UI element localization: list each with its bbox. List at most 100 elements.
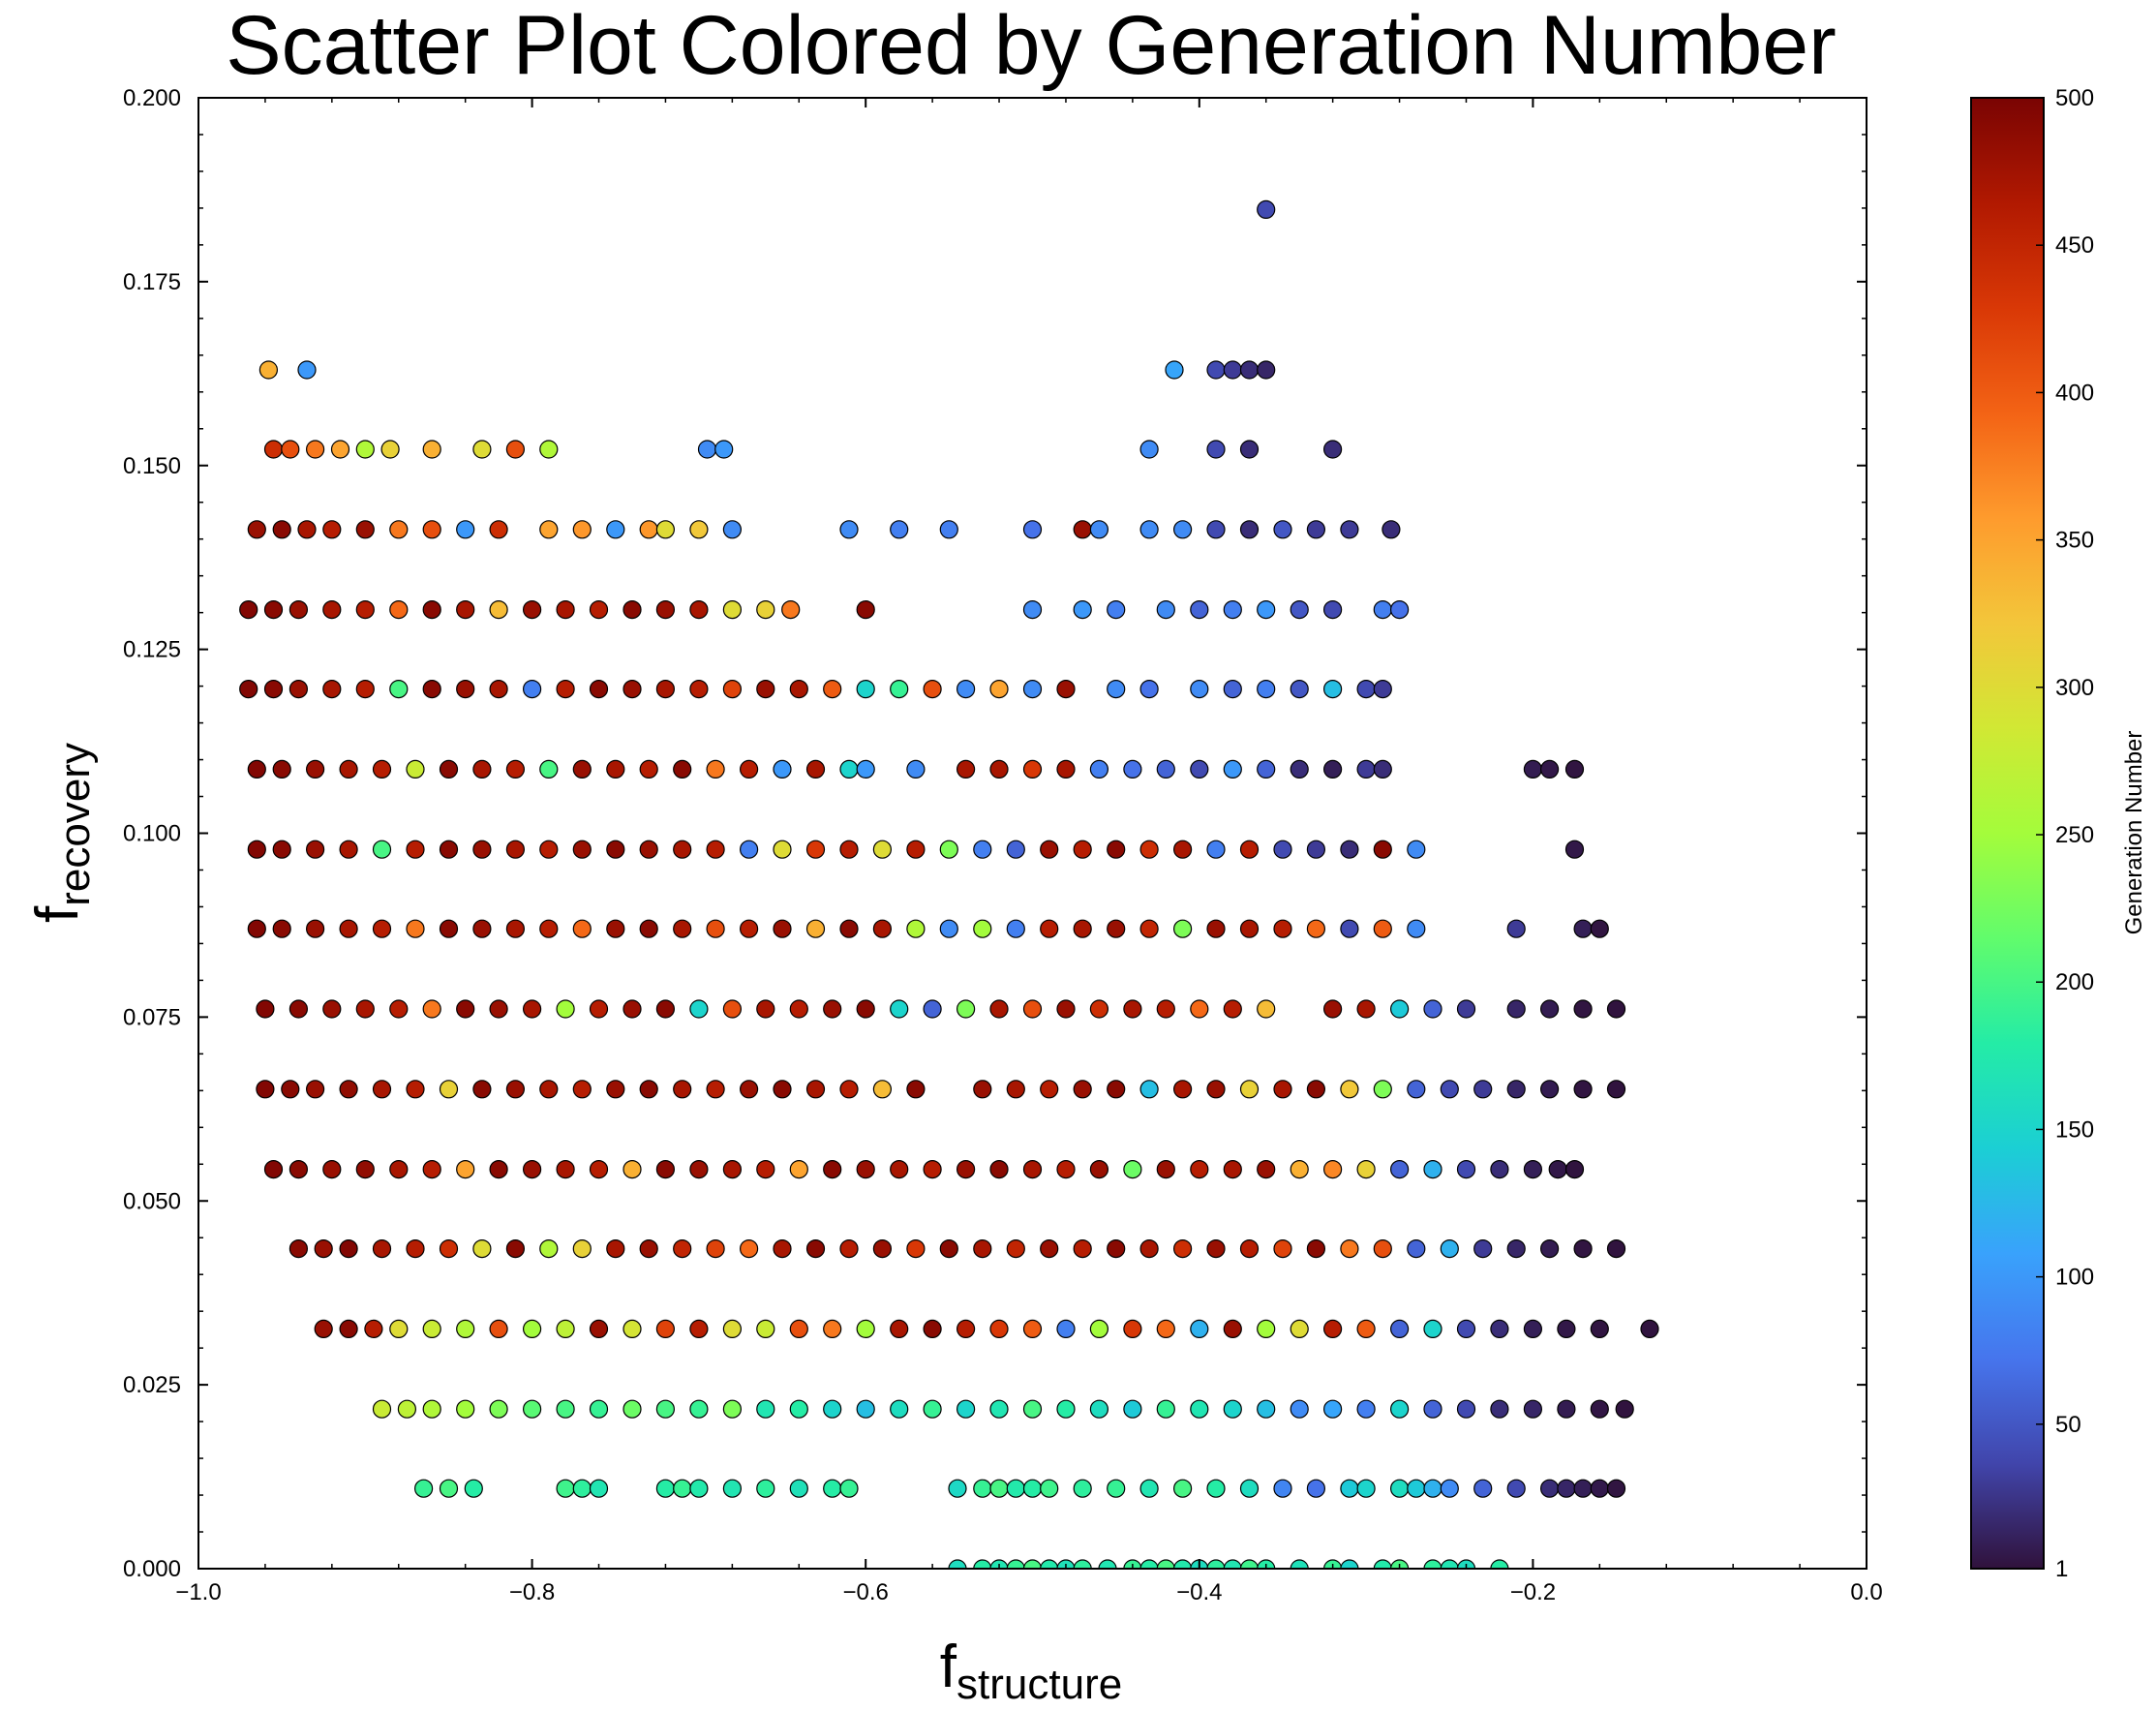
data-point xyxy=(839,840,859,859)
data-point xyxy=(739,919,759,938)
data-point xyxy=(639,759,658,779)
data-point xyxy=(1340,1559,1359,1569)
data-point xyxy=(839,1479,859,1498)
data-point xyxy=(1423,1479,1442,1498)
data-point xyxy=(1490,1559,1509,1569)
data-point xyxy=(623,999,642,1019)
data-point xyxy=(1506,1080,1526,1099)
data-point xyxy=(456,1399,475,1419)
data-point xyxy=(856,679,875,699)
data-point xyxy=(789,1399,808,1419)
data-point xyxy=(364,1319,383,1339)
data-point xyxy=(1490,1319,1509,1339)
data-point xyxy=(1456,1159,1476,1179)
data-point xyxy=(372,759,392,779)
colorbar-label: Generation Number xyxy=(2121,731,2147,935)
data-point xyxy=(1107,840,1126,859)
data-point xyxy=(1273,520,1292,539)
data-point xyxy=(714,440,734,459)
data-point xyxy=(306,759,325,779)
data-point xyxy=(472,1080,492,1099)
data-point xyxy=(1590,1319,1609,1339)
data-point xyxy=(414,1479,434,1498)
data-point xyxy=(789,679,808,699)
data-point xyxy=(472,919,492,938)
data-point xyxy=(314,1319,333,1339)
data-point xyxy=(948,1479,967,1498)
data-point xyxy=(890,1319,909,1339)
data-point xyxy=(539,919,559,938)
data-point xyxy=(1139,1559,1159,1569)
data-point xyxy=(406,759,425,779)
data-point xyxy=(1407,1238,1426,1259)
data-point xyxy=(372,919,392,938)
data-point xyxy=(522,1399,542,1419)
data-point xyxy=(805,1238,826,1259)
plot-area xyxy=(198,98,1867,1569)
data-point xyxy=(823,1399,842,1419)
data-point xyxy=(1173,1559,1193,1569)
data-point xyxy=(689,1159,709,1179)
data-point xyxy=(989,1399,1009,1419)
data-point xyxy=(456,679,475,699)
data-point xyxy=(589,999,609,1019)
data-point xyxy=(456,520,475,539)
data-point xyxy=(1156,1159,1175,1179)
data-point xyxy=(1073,1479,1092,1498)
data-point xyxy=(1239,440,1260,459)
data-point xyxy=(722,679,743,699)
data-point xyxy=(247,840,266,859)
data-point xyxy=(1490,1159,1509,1179)
x-axis-label: fstructure xyxy=(940,1634,1122,1708)
data-point xyxy=(406,1238,425,1259)
data-point xyxy=(890,1159,909,1179)
data-point xyxy=(422,440,441,459)
data-point xyxy=(1123,999,1142,1019)
data-point xyxy=(956,1399,976,1419)
data-point xyxy=(906,1080,926,1099)
data-point xyxy=(956,679,976,699)
data-point xyxy=(1223,1559,1242,1569)
data-point xyxy=(522,1159,542,1179)
data-point xyxy=(1389,599,1410,620)
data-point xyxy=(1548,1159,1567,1179)
data-point xyxy=(389,599,409,620)
data-point xyxy=(422,1159,441,1179)
data-point xyxy=(1206,840,1226,859)
data-point xyxy=(1040,1479,1059,1498)
data-point xyxy=(989,999,1009,1019)
data-point xyxy=(606,840,625,859)
data-point xyxy=(1440,1080,1459,1099)
data-point xyxy=(1456,1319,1476,1339)
data-point xyxy=(489,1319,508,1339)
data-point xyxy=(722,1399,743,1419)
data-point xyxy=(739,840,759,859)
data-point xyxy=(263,599,284,620)
data-point xyxy=(406,919,425,938)
data-point xyxy=(756,999,775,1019)
data-point xyxy=(706,759,725,779)
data-point xyxy=(890,1399,909,1419)
data-point xyxy=(1206,1479,1226,1498)
data-point xyxy=(1373,759,1392,779)
data-point xyxy=(1190,599,1209,620)
data-point xyxy=(456,999,475,1019)
data-point xyxy=(1006,1559,1025,1569)
data-point xyxy=(1539,1080,1560,1099)
data-point xyxy=(1022,1479,1043,1498)
data-point xyxy=(890,679,909,699)
data-point xyxy=(456,599,475,620)
x-tick-label: −0.8 xyxy=(509,1579,555,1605)
data-point xyxy=(1156,759,1175,779)
data-point xyxy=(839,919,859,938)
data-point xyxy=(1089,1399,1109,1419)
data-point xyxy=(556,679,575,699)
data-point xyxy=(1190,1399,1209,1419)
data-point xyxy=(1306,919,1326,938)
data-point xyxy=(1257,1319,1276,1339)
data-point xyxy=(856,999,875,1019)
data-point xyxy=(773,759,792,779)
data-point xyxy=(505,840,526,859)
data-point xyxy=(1257,759,1276,779)
data-point xyxy=(606,1238,625,1259)
